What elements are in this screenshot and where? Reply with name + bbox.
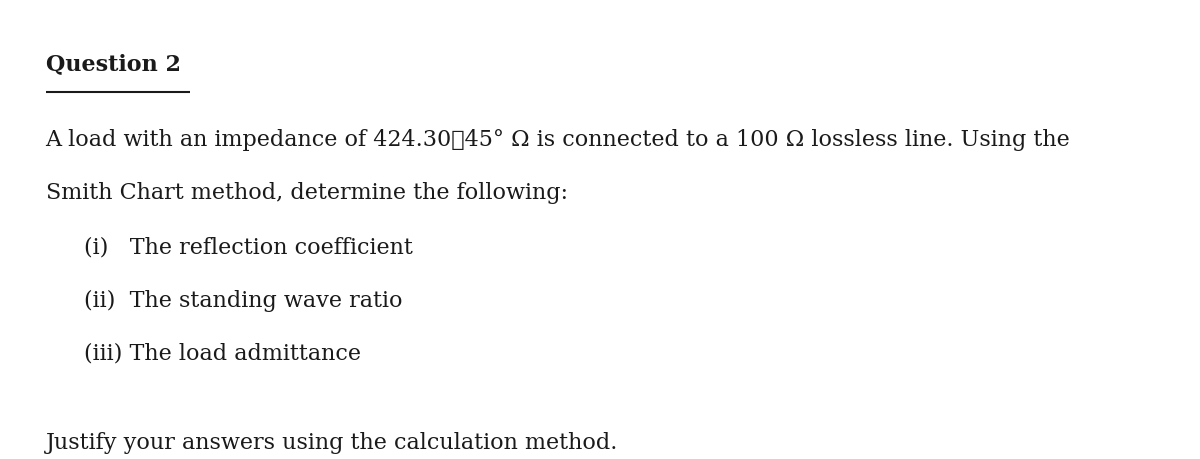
Text: (iii) The load admittance: (iii) The load admittance [84, 342, 361, 364]
Text: Smith Chart method, determine the following:: Smith Chart method, determine the follow… [46, 181, 568, 203]
Text: Justify your answers using the calculation method.: Justify your answers using the calculati… [46, 431, 618, 453]
Text: (i)   The reflection coefficient: (i) The reflection coefficient [84, 236, 413, 258]
Text: A load with an impedance of 424.30≅45° Ω is connected to a 100 Ω lossless line. : A load with an impedance of 424.30≅45° Ω… [46, 129, 1070, 151]
Text: (ii)  The standing wave ratio: (ii) The standing wave ratio [84, 289, 402, 311]
Text: Question 2: Question 2 [46, 53, 180, 75]
